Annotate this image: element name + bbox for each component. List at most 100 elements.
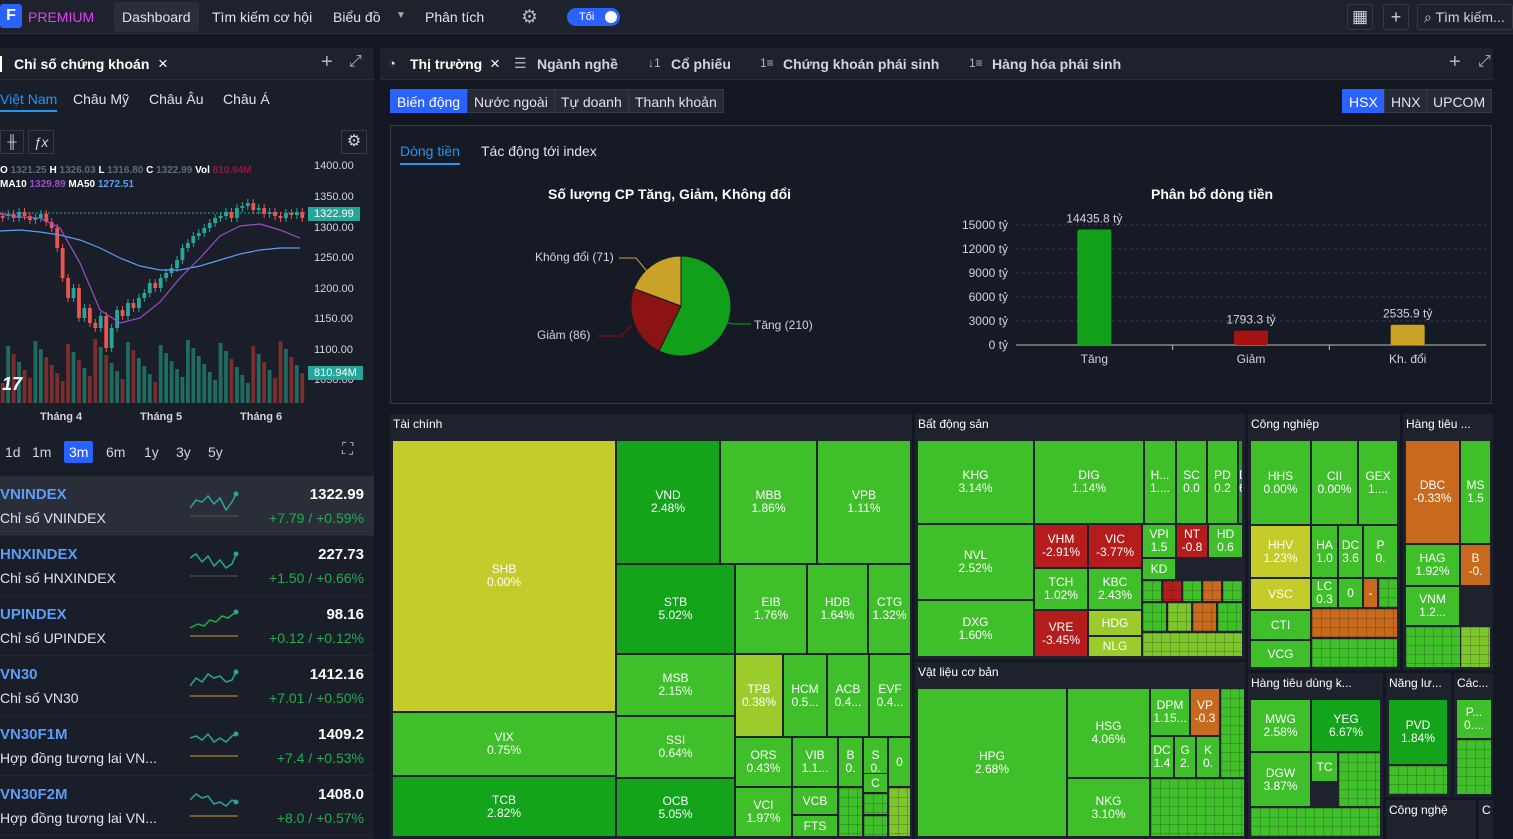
candlestick-chart[interactable] — [0, 188, 305, 403]
treemap-cell[interactable]: TCH 1.02% — [1034, 568, 1088, 610]
treemap-cell[interactable]: P... 0.... — [1456, 699, 1492, 739]
treemap-cell[interactable]: H... 1.... — [1144, 440, 1176, 524]
indicator-icon[interactable]: ƒx — [28, 130, 54, 154]
treemap-cell[interactable]: EVF 0.4... — [869, 654, 911, 737]
treemap-mini-cells[interactable] — [1250, 807, 1381, 837]
nav-dashboard[interactable]: Dashboard — [114, 2, 199, 32]
layout-grid-icon[interactable]: ▦ — [1347, 4, 1373, 30]
treemap-mini-cells[interactable] — [1220, 688, 1245, 778]
tab-thi-truong[interactable]: Thị trường — [410, 56, 483, 72]
pie-slice[interactable] — [658, 255, 732, 357]
treemap-mini-cells[interactable] — [1142, 632, 1243, 657]
range-5y[interactable]: 5y — [208, 444, 223, 460]
treemap-cell[interactable]: 0 — [888, 737, 911, 787]
search-input[interactable]: ⌕ Tìm kiếm... — [1417, 4, 1513, 30]
treemap-cell[interactable]: LC 0.3 — [1311, 578, 1338, 608]
treemap-mini-cells[interactable] — [1311, 608, 1398, 638]
treemap-cell[interactable]: B 0. — [838, 737, 863, 787]
treemap-cell[interactable]: MSB 2.15% — [616, 654, 735, 716]
close-icon[interactable]: × — [490, 54, 500, 73]
range-3y[interactable]: 3y — [176, 444, 191, 460]
treemap-cell[interactable]: HDG — [1088, 610, 1142, 636]
treemap-cell[interactable]: TCB 2.82% — [392, 776, 616, 837]
treemap-cell[interactable]: K 0. — [1196, 736, 1220, 778]
treemap-cell[interactable]: HDB 1.64% — [807, 564, 868, 654]
exchange-upcom[interactable]: UPCOM — [1426, 89, 1493, 113]
pie-slice[interactable] — [633, 255, 682, 307]
treemap-cell[interactable]: ORS 0.43% — [735, 737, 792, 787]
treemap-mini-cells[interactable] — [888, 787, 911, 837]
treemap-cell[interactable]: DPM 1.15... — [1150, 688, 1190, 736]
treemap-mini-cells[interactable] — [838, 787, 863, 837]
treemap-mini-cells[interactable] — [863, 815, 888, 837]
treemap-cell[interactable]: MWG 2.58% — [1250, 699, 1311, 752]
treemap-cell[interactable]: OCB 5.05% — [616, 778, 735, 837]
treemap-cell[interactable]: NKG 3.10% — [1067, 778, 1150, 837]
treemap-cell[interactable]: EIB 1.76% — [735, 564, 807, 654]
region-tab-chau-my[interactable]: Châu Mỹ — [73, 91, 130, 107]
treemap-cell[interactable]: HHS 0.00% — [1250, 440, 1311, 525]
treemap-cell[interactable]: YEG 6.67% — [1311, 699, 1381, 752]
subtab-nuoc-ngoai[interactable]: Nước ngoài — [467, 89, 555, 113]
chevron-down-icon[interactable]: ▼ — [396, 10, 406, 21]
treemap-cell[interactable]: HHV 1.23% — [1250, 525, 1311, 578]
index-row[interactable]: VNINDEX Chỉ số VNINDEX 1322.99 +7.79 / +0.5… — [0, 476, 374, 536]
treemap-cell[interactable]: NT -0.8 — [1176, 524, 1208, 558]
treemap-mini-cells[interactable] — [1150, 778, 1245, 837]
tab-hang-hoa-phai-sinh[interactable]: Hàng hóa phái sinh — [992, 56, 1122, 72]
treemap-cell[interactable]: VIB 1.1... — [792, 737, 838, 787]
range-1m[interactable]: 1m — [32, 444, 52, 460]
add-panel-icon[interactable]: + — [321, 51, 333, 73]
treemap-cell[interactable]: PVD 1.84% — [1388, 699, 1448, 765]
treemap-cell[interactable]: DGW 3.87% — [1250, 752, 1311, 807]
range-6m[interactable]: 6m — [106, 444, 126, 460]
flow-tab-tac-dong[interactable]: Tác động tới index — [481, 143, 597, 159]
treemap-cell[interactable]: G 2. — [1174, 736, 1196, 778]
treemap-mini-cells[interactable] — [1217, 602, 1243, 632]
gear-icon[interactable]: ⚙ — [521, 7, 539, 28]
treemap-cell[interactable]: HA 1.0 — [1311, 525, 1338, 578]
treemap-cell[interactable]: VNM 1.2... — [1405, 586, 1460, 626]
fullscreen-icon[interactable]: ⛶ — [342, 441, 354, 458]
expand-icon[interactable]: ⤢ — [1478, 53, 1491, 70]
nav-phan-tich[interactable]: Phân tích — [425, 9, 485, 25]
range-3m[interactable]: 3m — [64, 441, 94, 463]
treemap-cell[interactable]: VPB 1.11% — [817, 440, 911, 564]
close-icon[interactable]: × — [158, 54, 168, 73]
treemap-cell[interactable]: CII 0.00% — [1311, 440, 1358, 525]
treemap-cell[interactable]: HSG 4.06% — [1067, 688, 1150, 778]
candle-type-icon[interactable]: ╫ — [0, 130, 24, 154]
treemap-cell[interactable]: GEX 1.... — [1358, 440, 1398, 525]
expand-icon[interactable]: ⤢ — [349, 53, 362, 70]
treemap-cell[interactable]: DC 1.4 — [1150, 736, 1174, 778]
treemap-cell[interactable]: DC 3.6 — [1338, 525, 1363, 578]
exchange-hsx[interactable]: HSX — [1342, 89, 1385, 113]
treemap-cell[interactable]: SSI 0.64% — [616, 716, 735, 778]
treemap-mini-cells[interactable] — [863, 793, 888, 815]
treemap-mini-cells[interactable] — [1142, 580, 1162, 602]
bar[interactable] — [1077, 229, 1112, 345]
tab-chung-khoan-phai-sinh[interactable]: Chứng khoán phái sinh — [783, 56, 940, 72]
treemap-cell[interactable]: VCG — [1250, 640, 1311, 668]
treemap-cell[interactable]: VCB — [792, 787, 838, 815]
treemap-cell[interactable]: HD 0.6 — [1208, 524, 1243, 558]
treemap-cell[interactable]: TC — [1311, 752, 1338, 782]
treemap-cell[interactable]: VSC — [1250, 578, 1311, 610]
region-tab-chau-a[interactable]: Châu Á — [223, 91, 270, 107]
treemap-cell[interactable]: VND 2.48% — [616, 440, 720, 564]
treemap-cell[interactable]: DX6.9 — [1238, 440, 1243, 524]
treemap-cell[interactable]: VRE -3.45% — [1034, 610, 1088, 657]
tab-co-phieu[interactable]: Cổ phiếu — [671, 56, 731, 72]
brand-logo[interactable]: F — [0, 4, 22, 28]
treemap-cell[interactable]: CTG 1.32% — [868, 564, 911, 654]
bar[interactable] — [1390, 324, 1425, 345]
tab-nganh-nghe[interactable]: Ngành nghề — [537, 56, 618, 72]
treemap-mini-cells[interactable] — [1222, 580, 1243, 602]
index-row[interactable]: VN30F2M Hợp đồng tương lai VN... 1408.0 +8.… — [0, 776, 374, 836]
treemap-cell[interactable]: VP -0.3 — [1190, 688, 1220, 736]
treemap-cell[interactable]: 0 — [1338, 578, 1363, 608]
treemap-mini-cells[interactable] — [1167, 602, 1192, 632]
treemap-mini-cells[interactable] — [1162, 580, 1182, 602]
treemap-cell[interactable]: STB 5.02% — [616, 564, 735, 654]
treemap-cell[interactable]: VPI 1.5 — [1142, 524, 1176, 558]
